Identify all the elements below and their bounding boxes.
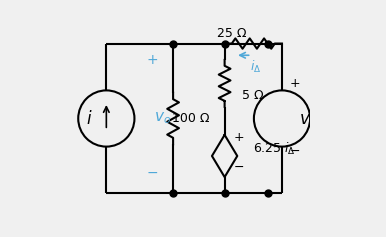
Text: $i_\Delta$: $i_\Delta$ xyxy=(251,59,262,75)
Text: v: v xyxy=(299,109,309,128)
Text: 100 Ω: 100 Ω xyxy=(172,112,210,125)
Text: −: − xyxy=(146,165,158,179)
Text: +: + xyxy=(234,131,244,144)
Text: −: − xyxy=(290,145,300,158)
Text: $v_o$: $v_o$ xyxy=(154,111,171,126)
Text: −: − xyxy=(234,161,244,174)
Text: 5 Ω: 5 Ω xyxy=(242,89,264,102)
Text: +: + xyxy=(290,77,300,90)
Text: 25 Ω: 25 Ω xyxy=(217,27,246,40)
Text: i: i xyxy=(86,109,91,128)
Text: 6.25 $i_\Delta$: 6.25 $i_\Delta$ xyxy=(253,141,295,157)
Text: +: + xyxy=(146,53,158,67)
